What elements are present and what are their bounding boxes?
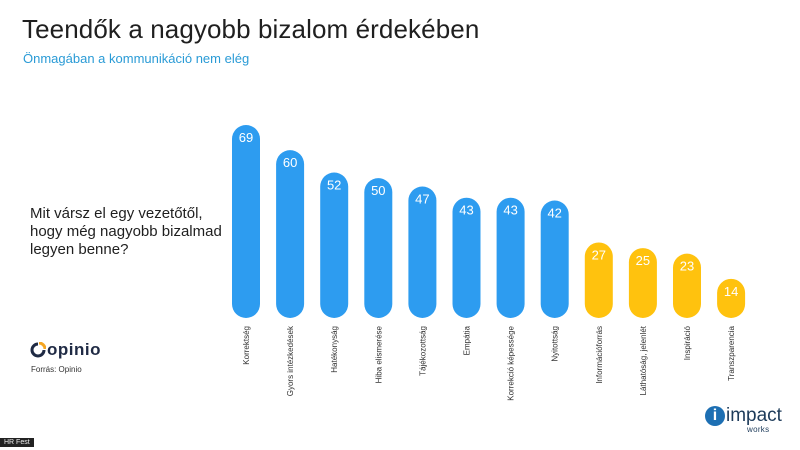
bar-5 — [408, 186, 437, 318]
opinio-logo: opinio — [30, 340, 101, 360]
source-note: Forrás: Opinio — [31, 365, 82, 374]
category-label: Nyitottság — [551, 326, 560, 362]
impact-logo-icon: i — [705, 406, 725, 426]
page-subtitle: Önmagában a kommunikáció nem elég — [23, 51, 250, 66]
page-title: Teendők a nagyobb bizalom érdekében — [22, 14, 480, 44]
hr-fest-badge: HR Fest — [0, 438, 34, 447]
category-label: Empátia — [463, 325, 472, 355]
category-label: Láthatóság, jelenlét — [639, 325, 648, 395]
survey-question: Mit vársz el egy vezetőtől, hogy még nag… — [30, 205, 222, 258]
bar-value-label: 23 — [680, 259, 694, 274]
category-label: Hatékonyság — [330, 326, 339, 373]
bar-3 — [320, 172, 349, 318]
category-label: Információforrás — [595, 326, 604, 384]
category-label: Hiba elismerése — [374, 325, 383, 383]
bars-layer: 69 60 52 50 47 43 43 42 27 25 23 14 — [232, 125, 746, 318]
bar-value-label: 60 — [283, 155, 297, 170]
bar-value-label: 42 — [547, 206, 561, 221]
category-label: Korrektség — [242, 326, 251, 365]
category-label: Gyors intézkedések — [286, 325, 295, 396]
bar-2 — [276, 150, 305, 318]
category-label: Tájékozottság — [418, 326, 427, 376]
impact-logo-sub: works — [747, 425, 770, 434]
bar-value-label: 14 — [724, 284, 738, 299]
bar-4 — [364, 178, 393, 318]
bar-value-label: 50 — [371, 183, 385, 198]
bar-value-label: 52 — [327, 178, 341, 193]
category-label: Transzparencia — [727, 325, 736, 380]
bar-value-label: 43 — [459, 203, 473, 218]
bar-value-label: 69 — [239, 130, 253, 145]
bar-1 — [232, 125, 260, 318]
category-labels-layer: Korrektség Gyors intézkedések Hatékonyság H… — [242, 325, 736, 401]
bar-value-label: 25 — [636, 253, 650, 268]
opinio-logo-text: opinio — [47, 340, 101, 359]
bar-6 — [452, 197, 481, 318]
bar-12 — [717, 278, 746, 318]
category-label: Inspiráció — [683, 325, 692, 360]
bar-value-label: 27 — [592, 247, 606, 262]
impact-logo-word: impact — [726, 405, 782, 426]
category-label: Korrekció képessége — [507, 325, 516, 400]
bar-value-label: 47 — [415, 192, 429, 207]
bar-7 — [496, 197, 525, 318]
bar-value-label: 43 — [503, 203, 517, 218]
bar-8 — [540, 200, 569, 318]
impact-works-logo: i impact works — [705, 405, 782, 434]
opinio-logo-icon — [30, 341, 47, 358]
bar-9 — [584, 242, 613, 318]
bar-11 — [673, 253, 701, 318]
bar-10 — [628, 248, 657, 318]
